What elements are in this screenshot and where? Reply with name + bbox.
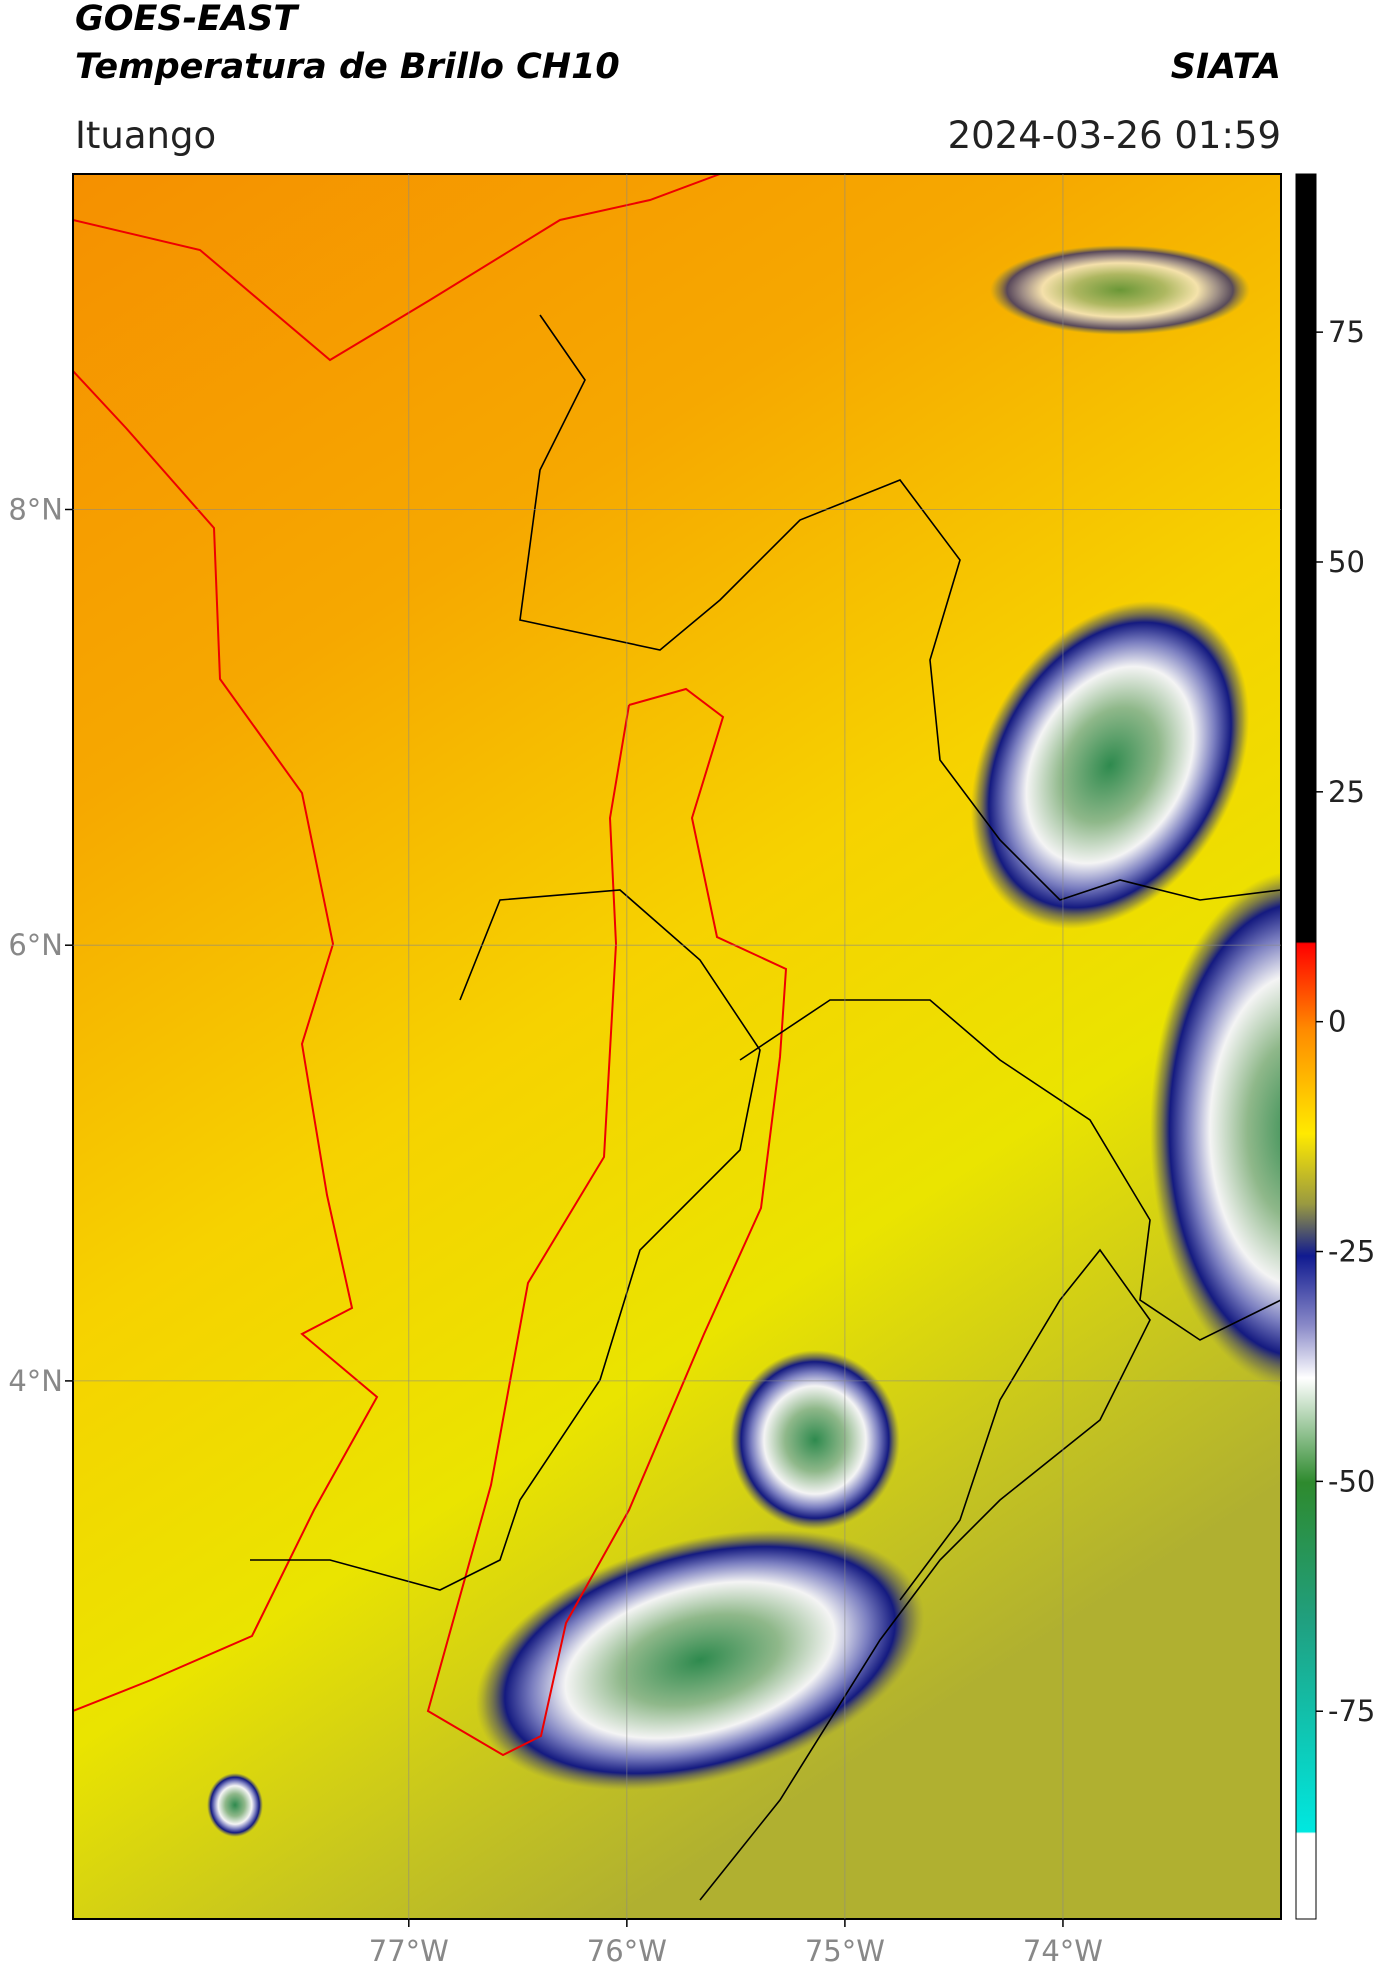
agency: SIATA [1171, 47, 1281, 87]
colorbar-tick-label: -25 [1328, 1235, 1375, 1269]
colorbar-tick-label: 50 [1328, 545, 1365, 579]
lon-tick-label: 74°W [1023, 1934, 1103, 1968]
admin-boundary [699, 1248, 1151, 1901]
cloud-cell [1150, 872, 1281, 1388]
lat-tick-label: 4°N [8, 1364, 63, 1398]
lon-tick-label: 77°W [369, 1934, 449, 1968]
colorbar-tick-label: -75 [1328, 1694, 1375, 1728]
cloud-cell [990, 245, 1250, 335]
datetime: 2024-03-26 01:59 [948, 114, 1281, 157]
colorbar-tick-label: 75 [1328, 315, 1365, 349]
basin-outline [426, 687, 788, 1757]
lon-tick-label: 75°W [805, 1934, 885, 1968]
cloud-cell [207, 1773, 263, 1837]
subtitle: Temperatura de Brillo CH10 [75, 47, 620, 87]
cloud-cell [475, 1529, 925, 1791]
colorbar-tick-label: 25 [1328, 775, 1365, 809]
colorbar-tick-label: -50 [1328, 1464, 1375, 1498]
cloud-cell [730, 1350, 900, 1530]
colorbar-tick-label: 0 [1328, 1005, 1346, 1039]
map-frame [72, 173, 1282, 1920]
map-area [73, 174, 1281, 1919]
admin-boundary [519, 314, 1281, 901]
cloud-cell [970, 601, 1250, 929]
lon-tick-label: 76°W [587, 1934, 667, 1968]
coastline [73, 174, 721, 362]
admin-boundary [739, 999, 1281, 1341]
lat-tick-label: 8°N [8, 492, 63, 526]
colorbar [1295, 173, 1317, 1920]
title: GOES-EAST [75, 0, 300, 39]
coastline [73, 370, 379, 1712]
lat-tick-label: 6°N [8, 928, 63, 962]
location: Ituango [75, 114, 216, 157]
admin-boundary [250, 889, 761, 1591]
